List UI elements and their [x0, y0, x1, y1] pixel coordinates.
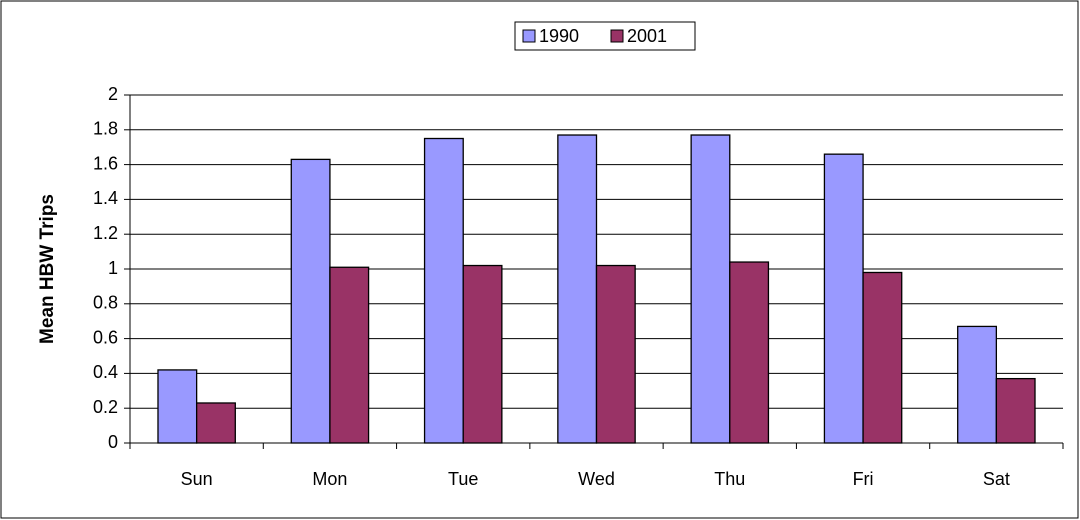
bar	[195, 402, 236, 444]
legend-swatch	[610, 29, 624, 43]
bar	[995, 377, 1036, 444]
y-tick-label: 0.2	[93, 397, 118, 417]
y-tick-label: 0.8	[93, 293, 118, 313]
bar	[595, 264, 636, 444]
bar	[690, 134, 731, 444]
x-tick-label: Thu	[714, 469, 745, 489]
y-axis-label: Mean HBW Trips	[37, 194, 58, 344]
bar	[729, 261, 770, 444]
y-tick-label: 1	[108, 258, 118, 278]
x-tick-label: Sun	[181, 469, 213, 489]
legend-label: 1990	[539, 26, 579, 46]
bar	[329, 266, 370, 444]
legend-swatch	[522, 29, 536, 43]
bar	[823, 153, 864, 444]
y-tick-label: 0.4	[93, 362, 118, 382]
y-tick-label: 2	[108, 84, 118, 104]
y-tick-label: 1.2	[93, 223, 118, 243]
y-tick-label: 1.8	[93, 119, 118, 139]
x-tick-label: Tue	[448, 469, 478, 489]
legend-label: 2001	[627, 26, 667, 46]
bar	[157, 369, 198, 444]
y-tick-label: 0	[108, 432, 118, 452]
bar	[290, 158, 331, 444]
y-tick-label: 0.6	[93, 327, 118, 347]
y-tick-label: 1.4	[93, 188, 118, 208]
legend-box	[514, 21, 696, 51]
x-tick-label: Sat	[983, 469, 1010, 489]
bar	[462, 264, 503, 444]
bar	[957, 325, 998, 444]
y-tick-label: 1.6	[93, 153, 118, 173]
x-tick-label: Fri	[853, 469, 874, 489]
bar	[557, 134, 598, 444]
bar	[423, 137, 464, 444]
bar	[862, 271, 903, 444]
x-tick-label: Mon	[312, 469, 347, 489]
x-tick-label: Wed	[578, 469, 615, 489]
